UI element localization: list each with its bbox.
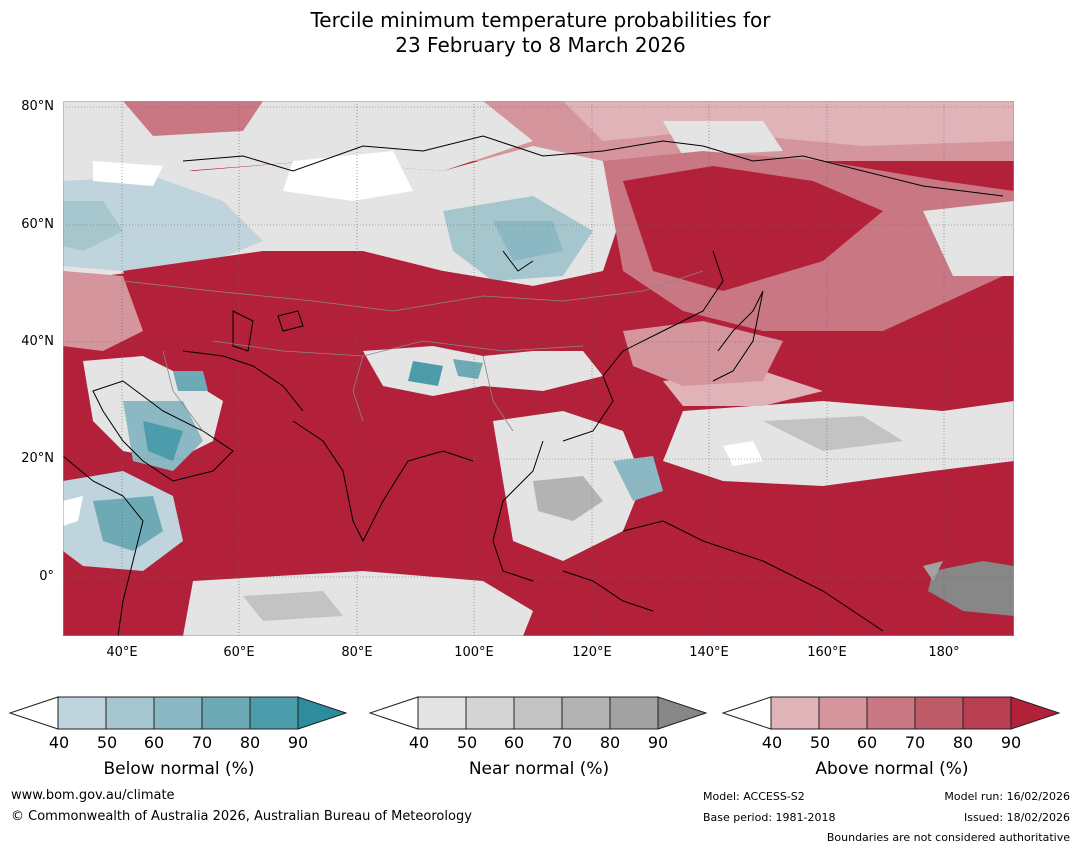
colorbar-segment — [609, 696, 659, 730]
footer-disclaimer: Boundaries are not considered authoritat… — [826, 831, 1070, 844]
legend-above-tick-80: 80 — [952, 733, 974, 752]
footer-copyright: © Commonwealth of Australia 2026, Austra… — [11, 809, 472, 824]
colorbar-segment — [561, 696, 611, 730]
country-borders — [122, 270, 704, 432]
colorbar-under-triangle — [721, 696, 772, 730]
footer-issued: Issued: 18/02/2026 — [963, 811, 1070, 824]
legend-above-tick-50: 50 — [809, 733, 831, 752]
lon-label-80e: 80°E — [341, 645, 373, 660]
legend-below-tick-60: 60 — [143, 733, 165, 752]
lon-label-60e: 60°E — [223, 645, 255, 660]
probability-map — [63, 101, 1014, 636]
legend-below-tick-80: 80 — [239, 733, 261, 752]
legend-title-near-normal: Near normal (%) — [468, 759, 610, 779]
legend-below-tick-40: 40 — [48, 733, 70, 752]
colorbar-segment — [914, 696, 964, 730]
colorbar-over-triangle — [657, 696, 708, 730]
footer-model: Model: ACCESS-S2 — [703, 790, 805, 803]
colorbar-above-normal-svg — [721, 696, 1061, 730]
legend-below-tick-70: 70 — [191, 733, 213, 752]
legend-near-tick-60: 60 — [503, 733, 525, 752]
legend-near-tick-90: 90 — [647, 733, 669, 752]
colorbar-below-normal — [8, 696, 350, 732]
colorbar-below-normal-svg — [8, 696, 348, 730]
lat-label-40n: 40°N — [21, 334, 54, 349]
footer-website: www.bom.gov.au/climate — [11, 788, 175, 803]
legend-below-tick-90: 90 — [287, 733, 309, 752]
lon-label-100e: 100°E — [454, 645, 494, 660]
colorbar-segment — [153, 696, 203, 730]
colorbar-segment — [201, 696, 251, 730]
title-line-2: 23 February to 8 March 2026 — [395, 33, 686, 57]
colorbar-segment — [57, 696, 107, 730]
legend-above-tick-70: 70 — [904, 733, 926, 752]
legend-title-above-normal: Above normal (%) — [815, 759, 969, 779]
lat-label-20n: 20°N — [21, 451, 54, 466]
probability-field — [63, 101, 1014, 636]
legend-near-tick-70: 70 — [551, 733, 573, 752]
lon-label-160e: 160°E — [807, 645, 847, 660]
legend-above-tick-60: 60 — [856, 733, 878, 752]
colorbar-under-triangle — [368, 696, 419, 730]
legend-title-below-normal: Below normal (%) — [103, 759, 255, 779]
footer-base-period: Base period: 1981-2018 — [703, 811, 836, 824]
legend-above-tick-90: 90 — [1000, 733, 1022, 752]
legend-near-tick-50: 50 — [456, 733, 478, 752]
lat-label-60n: 60°N — [21, 217, 54, 232]
legend-near-tick-40: 40 — [408, 733, 430, 752]
colorbar-near-normal — [368, 696, 710, 732]
colorbar-segment — [770, 696, 820, 730]
colorbar-segment — [513, 696, 563, 730]
footer-model-run: Model run: 16/02/2026 — [944, 790, 1070, 803]
coastlines — [63, 135, 1004, 636]
colorbar-segment — [249, 696, 299, 730]
colorbar-above-normal — [721, 696, 1063, 732]
graticule — [63, 101, 1014, 636]
colorbar-over-triangle — [1010, 696, 1061, 730]
colorbar-segment — [818, 696, 868, 730]
colorbar-segment — [417, 696, 467, 730]
lon-label-140e: 140°E — [689, 645, 729, 660]
colorbar-segment — [866, 696, 916, 730]
lat-label-0: 0° — [39, 569, 54, 584]
colorbar-segment — [105, 696, 155, 730]
legend-below-tick-50: 50 — [96, 733, 118, 752]
colorbar-segment — [465, 696, 515, 730]
colorbar-segment — [962, 696, 1012, 730]
colorbar-under-triangle — [8, 696, 59, 730]
colorbar-over-triangle — [297, 696, 348, 730]
legend-above-tick-40: 40 — [761, 733, 783, 752]
colorbar-near-normal-svg — [368, 696, 708, 730]
map-canvas — [63, 101, 1014, 636]
title-line-1: Tercile minimum temperature probabilitie… — [310, 8, 771, 32]
map-title: Tercile minimum temperature probabilitie… — [0, 8, 1081, 58]
lat-label-80n: 80°N — [21, 99, 54, 114]
lon-label-180: 180° — [928, 645, 960, 660]
lon-label-120e: 120°E — [572, 645, 612, 660]
lon-label-40e: 40°E — [106, 645, 138, 660]
legend-near-tick-80: 80 — [599, 733, 621, 752]
